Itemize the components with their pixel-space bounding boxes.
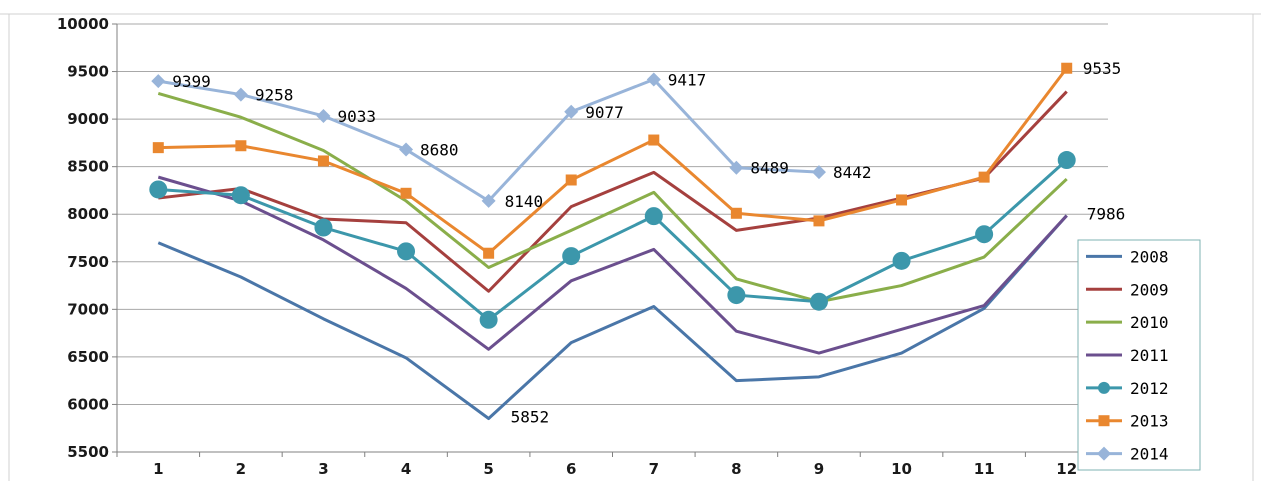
legend-label-2008: 2008 [1130,247,1169,266]
legend-marker-2012 [1098,381,1110,394]
legend-item-2011: 2011 [1086,346,1169,365]
legend-item-2010: 2010 [1086,313,1169,332]
data-label: 9033 [337,107,376,126]
x-tick-label: 8 [731,460,741,478]
data-labels: 9399 9258 9033 8680 8140 9077 9417 8489 8442 9535… [172,59,1125,426]
data-point-2012 [1057,151,1076,170]
data-label: 9399 [172,72,211,91]
data-point-2012 [892,251,911,270]
x-tick-label: 3 [318,460,328,478]
data-point-2012 [479,310,498,329]
data-point-2012 [314,218,333,237]
data-label: 5852 [511,408,550,427]
legend: 2008 2009 2010 2011 2012 2013 2014 [1077,239,1201,471]
axes: 10000 9500 9000 8500 8000 7500 7000 6500 6000 550… [0,13,1261,481]
y-tick-label: 9000 [67,110,109,128]
data-point-2013 [813,215,825,227]
x-tick-label: 1 [153,460,163,478]
data-label: 9258 [255,86,294,105]
data-label: 9417 [668,70,707,89]
series-line-2011 [157,175,1068,355]
x-tick-label: 9 [814,460,824,478]
x-tick-label: 6 [566,460,576,478]
data-point-2014 [729,160,744,175]
data-point-2013 [400,187,412,199]
data-point-2013 [648,134,660,146]
legend-marker-2014 [1097,446,1111,461]
data-point-2014 [646,72,661,87]
data-point-2014 [151,74,166,89]
data-point-2013 [730,207,742,219]
data-point-2012 [149,180,168,199]
data-point-2013 [152,142,164,154]
legend-item-2009: 2009 [1086,280,1169,299]
series-line-2012 [158,158,1068,322]
data-point-2012 [727,286,746,305]
data-point-2012 [562,247,581,266]
y-tick-label: 5500 [67,443,109,461]
data-point-2013 [978,171,990,183]
data-point-2014 [316,108,331,123]
y-tick-label: 6000 [67,395,109,413]
y-tick-label: 7000 [67,300,109,318]
legend-label-2011: 2011 [1130,346,1169,365]
data-label: 7986 [1087,205,1126,224]
legend-label-2010: 2010 [1130,313,1169,332]
legend-label-2012: 2012 [1130,379,1169,398]
data-point-2012 [975,225,994,244]
y-tick-label: 8000 [67,205,109,223]
data-label: 9077 [585,103,624,122]
data-point-2013 [896,194,908,206]
data-point-2013 [317,155,329,167]
data-label: 8680 [420,141,459,160]
legend-label-2009: 2009 [1130,280,1169,299]
series-line-2008 [157,214,1068,421]
series-line-2013 [158,67,1068,255]
data-point-2012 [231,186,250,205]
y-tick-label: 9500 [67,63,109,81]
legend-item-2013: 2013 [1086,412,1169,431]
x-tick-label: 12 [1056,460,1077,478]
x-tick-label: 11 [974,460,995,478]
data-label: 8140 [505,192,544,211]
legend-label-2013: 2013 [1130,412,1169,431]
y-tick-label: 6500 [67,348,109,366]
x-tick-label: 7 [649,460,659,478]
x-tick-label: 2 [236,460,246,478]
legend-item-2014: 2014 [1086,445,1169,464]
x-tick-label: 4 [401,460,411,478]
data-point-2014 [399,142,414,157]
x-tick-label: 5 [483,460,493,478]
series-lines [157,67,1068,421]
y-tick-label: 10000 [57,15,109,33]
data-point-2013 [1061,62,1073,74]
data-point-2012 [809,292,828,311]
data-point-2014 [233,87,248,102]
x-tick-label: 10 [891,460,912,478]
data-point-2014 [811,165,826,180]
data-point-2013 [483,247,495,259]
series-markers [149,62,1076,329]
series-line-2010 [157,91,1068,304]
y-tick-label: 8500 [67,158,109,176]
data-label: 8489 [750,159,789,178]
data-point-2013 [565,174,577,186]
data-point-2012 [644,207,663,226]
data-label: 9535 [1083,59,1122,78]
data-point-2013 [235,140,247,152]
data-point-2012 [397,242,416,261]
data-label: 8442 [833,163,872,182]
legend-marker-2013 [1098,415,1110,427]
data-point-2014 [481,193,496,208]
legend-label-2014: 2014 [1130,445,1169,464]
legend-item-2012: 2012 [1086,379,1169,398]
data-point-2014 [564,104,579,119]
y-tick-label: 7500 [67,253,109,271]
legend-item-2008: 2008 [1086,247,1169,266]
